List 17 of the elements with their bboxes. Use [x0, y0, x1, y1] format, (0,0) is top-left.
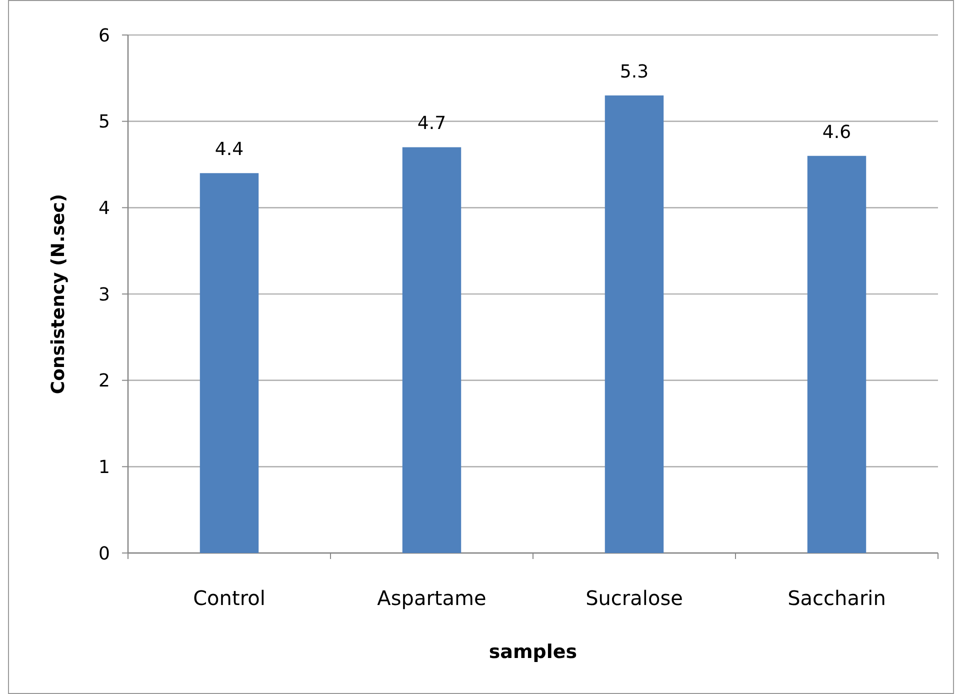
x-axis-title: samples [488, 641, 578, 663]
x-tick-label: Aspartame [377, 586, 486, 610]
data-label: 4.7 [417, 113, 446, 134]
x-tick-label: Saccharin [788, 586, 886, 610]
y-tick-label: 5 [98, 112, 110, 133]
data-label: 5.3 [620, 61, 649, 82]
y-tick-label: 0 [98, 543, 110, 564]
data-label: 4.6 [822, 122, 852, 143]
y-axis-title: Consistency (N.sec) [48, 194, 69, 394]
data-label: 4.4 [214, 139, 244, 160]
y-tick-label: 1 [98, 456, 110, 478]
y-tick-label: 6 [98, 25, 110, 46]
y-tick-label: 2 [98, 370, 110, 392]
x-tick-label: Control [193, 586, 266, 610]
y-tick-label: 3 [98, 284, 110, 306]
x-tick-label: Sucralose [586, 586, 683, 610]
y-tick-label: 4 [98, 198, 110, 219]
